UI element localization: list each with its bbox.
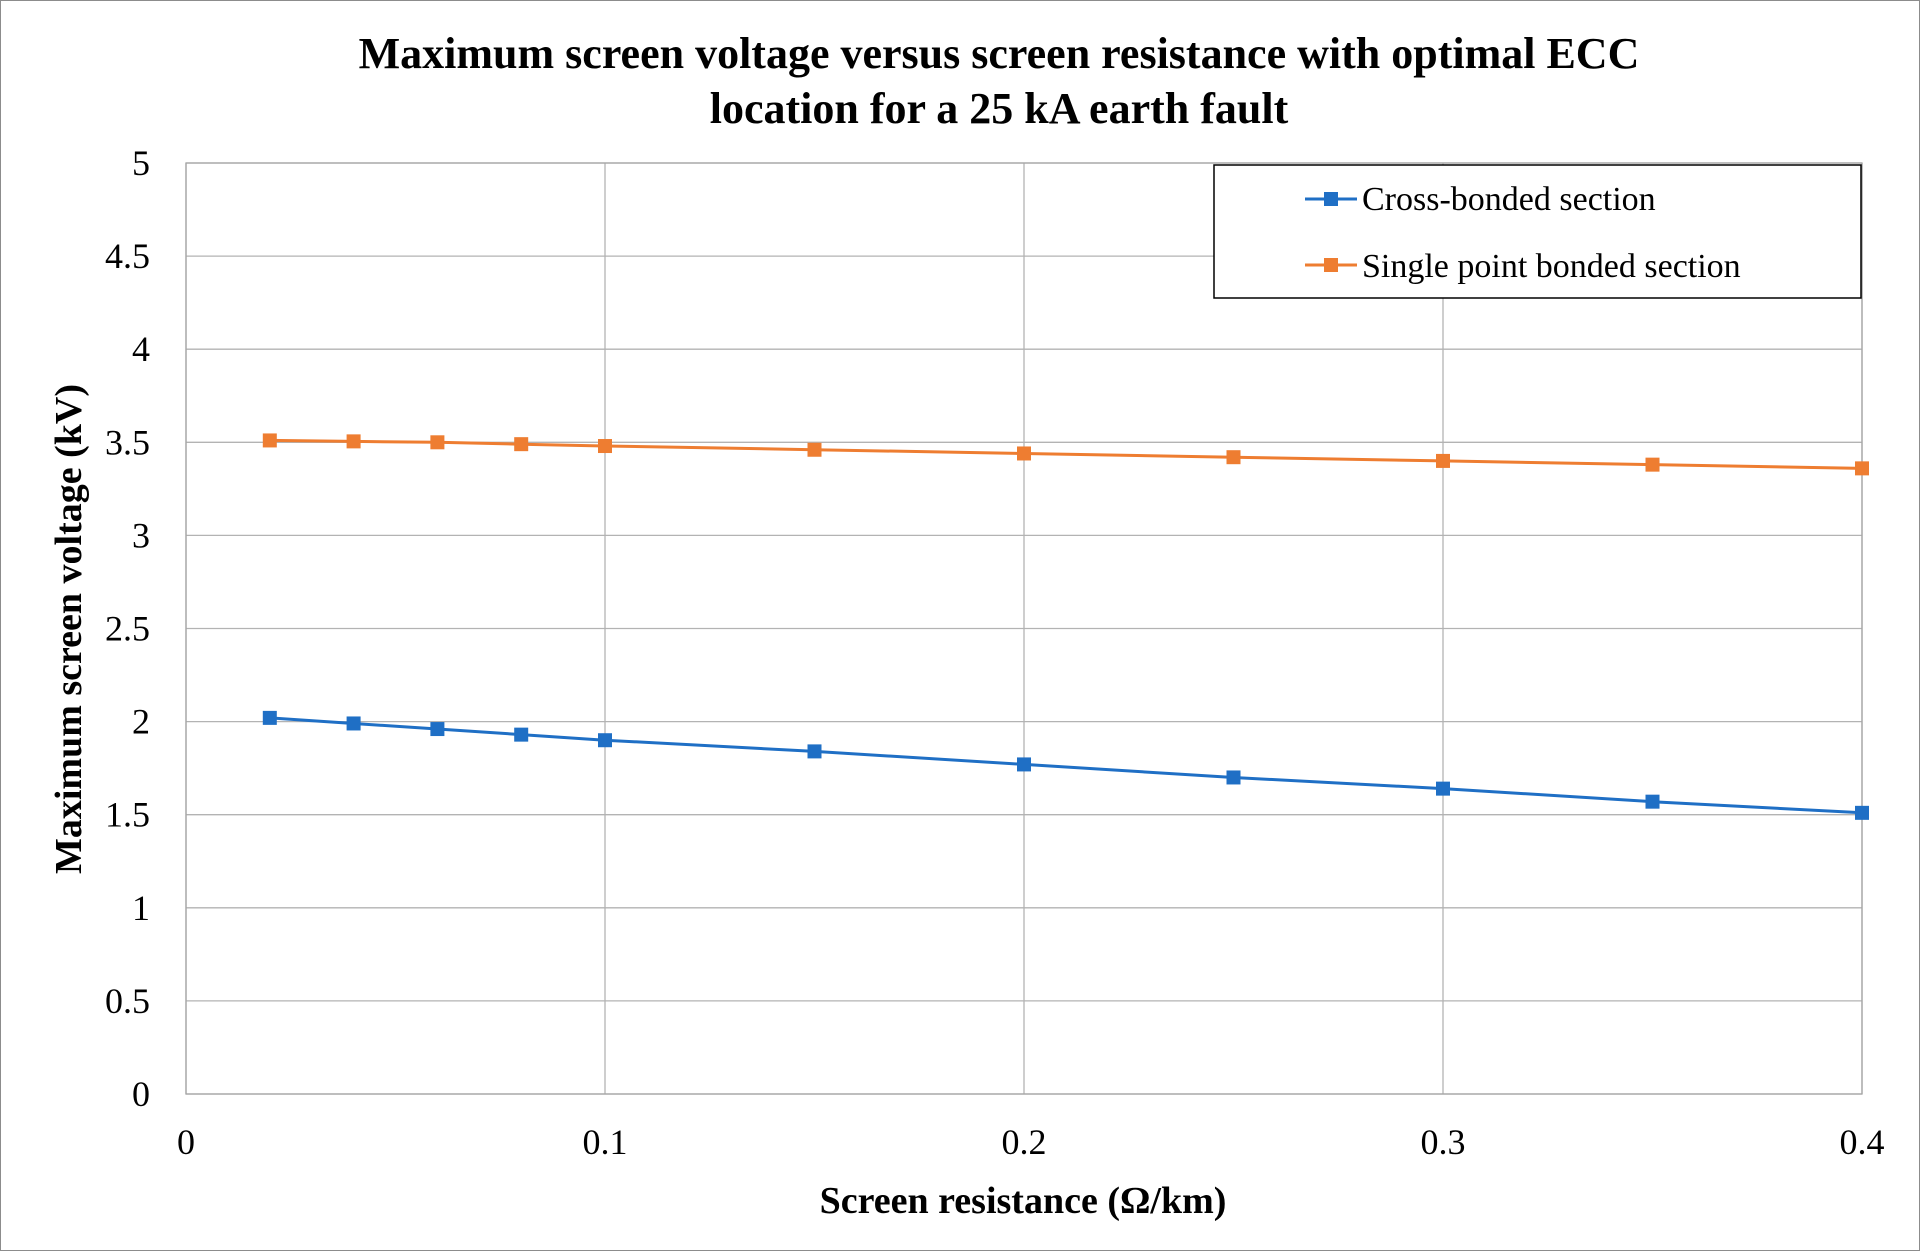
plot-area <box>185 162 1863 1095</box>
data-point <box>430 435 445 450</box>
y-tick-label: 2 <box>132 702 150 742</box>
x-tick-label: 0.1 <box>583 1122 628 1162</box>
series-layer <box>262 433 1869 820</box>
x-axis-label: Screen resistance (Ω/km) <box>820 1180 1227 1222</box>
data-point <box>1226 450 1241 465</box>
legend-label-single-point: Single point bonded section <box>1362 248 1741 285</box>
data-point <box>430 722 445 737</box>
data-point <box>807 442 822 457</box>
legend-label-cross-bonded: Cross-bonded section <box>1362 181 1656 218</box>
y-tick-label: 1 <box>132 888 150 928</box>
y-tick-label: 4 <box>132 329 150 369</box>
x-tick-label: 0 <box>177 1122 195 1162</box>
y-tick-label: 0 <box>132 1074 150 1114</box>
y-tick-label: 4.5 <box>105 236 150 276</box>
data-point <box>1226 770 1241 785</box>
data-point <box>346 434 361 449</box>
data-point <box>1436 781 1450 796</box>
data-point <box>807 744 822 759</box>
data-point <box>1017 446 1031 461</box>
y-tick-label: 3.5 <box>105 422 150 462</box>
chart-title-line-2: location for a 25 kA earth fault <box>710 84 1289 133</box>
y-axis-label: Maximum screen voltage (kV) <box>48 384 90 874</box>
legend-marker-single-point <box>1324 258 1338 272</box>
data-point <box>1017 757 1031 772</box>
gridlines <box>185 162 1863 1095</box>
series-line-0 <box>269 716 1863 815</box>
data-point <box>1855 805 1869 820</box>
data-point <box>514 437 529 452</box>
data-point <box>262 433 277 448</box>
data-point <box>598 439 612 454</box>
series-line-1 <box>269 438 1863 470</box>
data-point <box>598 733 612 748</box>
legend: Cross-bonded section Single point bonded… <box>1213 164 1862 299</box>
y-tick-label: 1.5 <box>105 795 150 835</box>
y-tick-label: 3 <box>132 515 150 555</box>
chart-title-line-1: Maximum screen voltage versus screen res… <box>359 29 1640 78</box>
data-point <box>514 727 529 742</box>
legend-box <box>1213 164 1862 299</box>
data-point <box>1645 794 1660 809</box>
y-tick-label: 2.5 <box>105 609 150 649</box>
tick-labels: 0 0.5 1 1.5 2 2.5 3 3.5 4 4.5 5 0 0.1 0.2 0.3 0.4 <box>105 143 1885 1162</box>
y-tick-label: 5 <box>132 143 150 183</box>
data-point <box>1855 461 1869 476</box>
x-tick-label: 0.3 <box>1421 1122 1466 1162</box>
data-point <box>1645 457 1660 472</box>
data-point <box>1436 453 1450 468</box>
data-point <box>346 716 361 731</box>
legend-marker-cross-bonded <box>1324 192 1338 206</box>
x-tick-label: 0.2 <box>1002 1122 1047 1162</box>
data-point <box>262 710 277 725</box>
y-tick-label: 0.5 <box>105 981 150 1021</box>
x-tick-label: 0.4 <box>1840 1122 1885 1162</box>
